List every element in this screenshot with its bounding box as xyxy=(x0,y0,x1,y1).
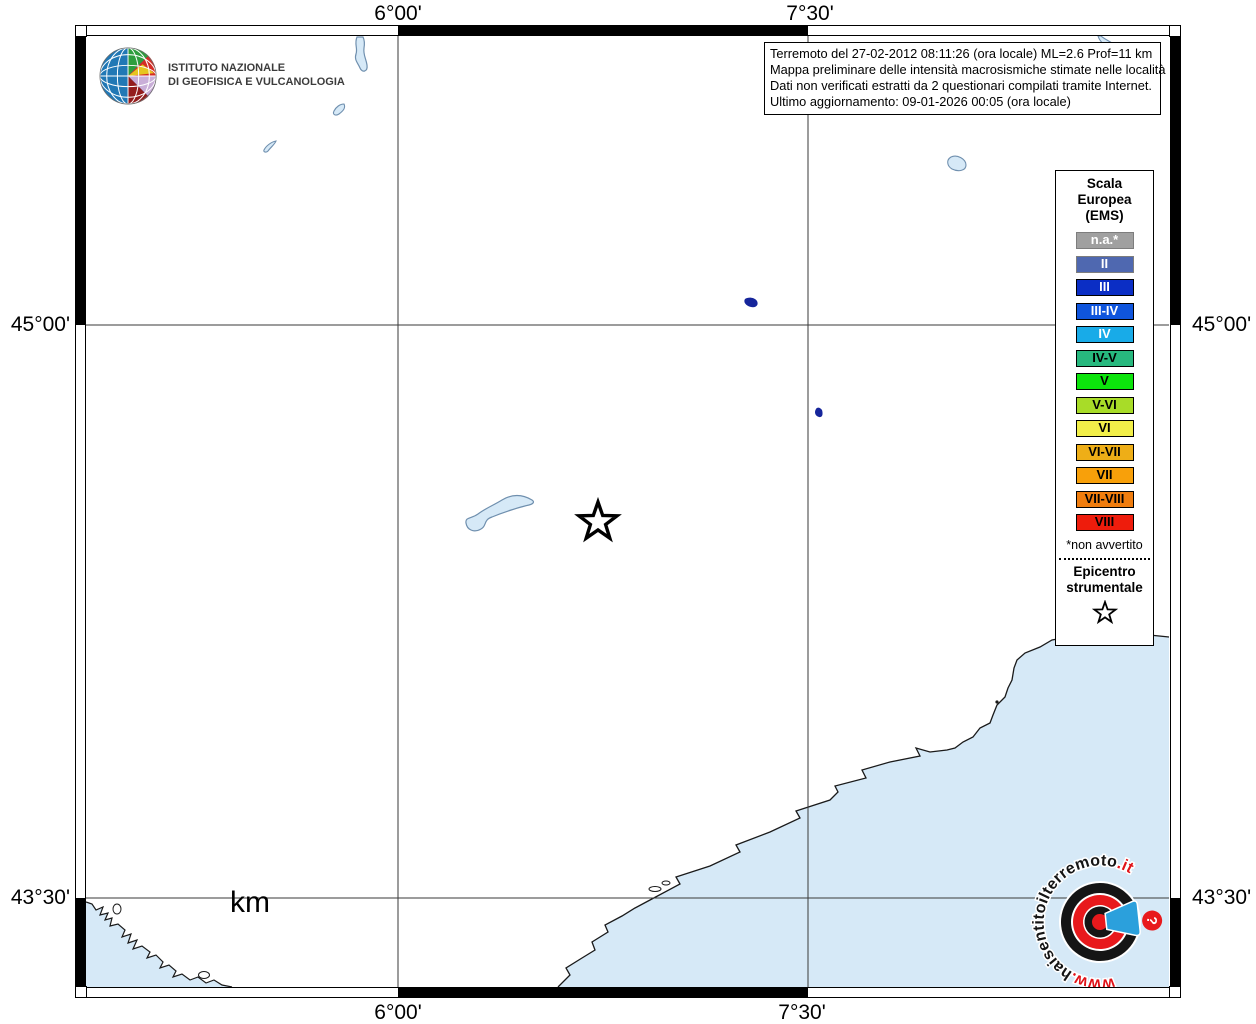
legend-chip-III: III xyxy=(1075,279,1134,296)
legend-chip-n.a.*: n.a.* xyxy=(1075,232,1134,249)
legend-divider xyxy=(1059,557,1150,560)
axis-label-right-4330: 43°30' xyxy=(1192,886,1252,909)
frame-right xyxy=(1170,25,1181,998)
island xyxy=(112,903,122,915)
island xyxy=(661,880,671,886)
legend-chip-VI: VI xyxy=(1075,420,1134,437)
info-line-4: Ultimo aggiornamento: 09-01-2026 00:05 (… xyxy=(770,94,1071,109)
lake-top-right xyxy=(947,155,967,172)
ingv-logo-text: ISTITUTO NAZIONALE DI GEOFISICA E VULCAN… xyxy=(168,62,345,88)
legend-items: n.a.* II III III-IV IV IV-V V V-VI VI VI-VII VII V… xyxy=(1056,232,1153,531)
axis-label-bottom-6: 6°00' xyxy=(374,1001,422,1024)
legend-chip-IV: IV xyxy=(1075,326,1134,343)
lake-dark-2 xyxy=(815,407,823,418)
legend-title: Scala Europea (EMS) xyxy=(1077,176,1132,223)
islet-dot xyxy=(995,700,999,704)
map-scalebar: km 0 50 xyxy=(140,886,360,971)
axis-label-top-730: 7°30' xyxy=(786,2,834,25)
lake-serre-poncon xyxy=(465,494,535,532)
coastline xyxy=(557,631,1169,987)
frame-corner xyxy=(75,986,87,998)
bay-coastline xyxy=(86,901,233,987)
info-line-2: Mappa preliminare delle intensità macros… xyxy=(770,62,1166,77)
lake-dark-1 xyxy=(744,297,758,308)
legend-epicenter-star-icon xyxy=(1056,598,1153,631)
axis-label-bottom-730: 7°30' xyxy=(778,1001,826,1024)
haisentitoilterremoto-watermark: www.haisentitoilterremoto.it ? xyxy=(1022,844,1178,1005)
epicenter-star xyxy=(574,496,622,543)
island xyxy=(198,971,210,979)
legend-footnote: *non avvertito xyxy=(1066,537,1143,552)
question-badge xyxy=(1142,910,1163,931)
bay-polygon xyxy=(86,902,232,987)
ingv-globe-icon xyxy=(99,47,157,105)
frame-left xyxy=(75,25,86,998)
legend-chip-VI-VII: VI-VII xyxy=(1075,443,1134,461)
event-info-box: Terremoto del 27-02-2012 08:11:26 (ora l… xyxy=(764,42,1166,115)
legend-chip-IV-V: IV-V xyxy=(1075,349,1134,367)
frame-top xyxy=(75,25,1181,36)
intensity-legend: Scala Europea (EMS) n.a.* II III III-IV IV I… xyxy=(1055,170,1154,646)
lake-small-2 xyxy=(263,140,277,153)
ingv-logo: ISTITUTO NAZIONALE DI GEOFISICA E VULCAN… xyxy=(98,44,345,106)
frame-corner xyxy=(1169,25,1181,37)
axis-label-right-45: 45°00' xyxy=(1192,313,1252,336)
lake-north xyxy=(354,36,368,72)
frame-corner xyxy=(75,25,87,37)
info-line-1: Terremoto del 27-02-2012 08:11:26 (ora l… xyxy=(770,46,1153,61)
legend-chip-III-IV: III-IV xyxy=(1075,302,1134,320)
legend-chip-II: II xyxy=(1075,255,1134,273)
frame-corner xyxy=(1169,986,1181,998)
legend-chip-VII-VIII: VII-VIII xyxy=(1075,490,1134,508)
legend-epicenter-label: Epicentro strumentale xyxy=(1066,563,1143,595)
lake-small-1 xyxy=(332,103,346,116)
info-line-3: Dati non verificati estratti da 2 questi… xyxy=(770,78,1152,93)
axis-label-left-45: 45°00' xyxy=(10,313,70,336)
axis-label-left-4330: 43°30' xyxy=(10,886,70,909)
svg-text:?: ? xyxy=(1144,916,1161,926)
scalebar-unit: km xyxy=(230,886,270,919)
megaphone-icon xyxy=(1104,900,1141,937)
frame-bottom xyxy=(75,987,1181,998)
legend-chip-VIII: VIII xyxy=(1075,514,1134,531)
legend-chip-V: V xyxy=(1075,373,1134,390)
axis-label-top-6: 6°00' xyxy=(374,2,422,25)
map-canvas xyxy=(86,36,1169,987)
legend-chip-VII: VII xyxy=(1075,467,1134,484)
island xyxy=(648,886,662,892)
legend-chip-V-VI: V-VI xyxy=(1075,396,1134,414)
